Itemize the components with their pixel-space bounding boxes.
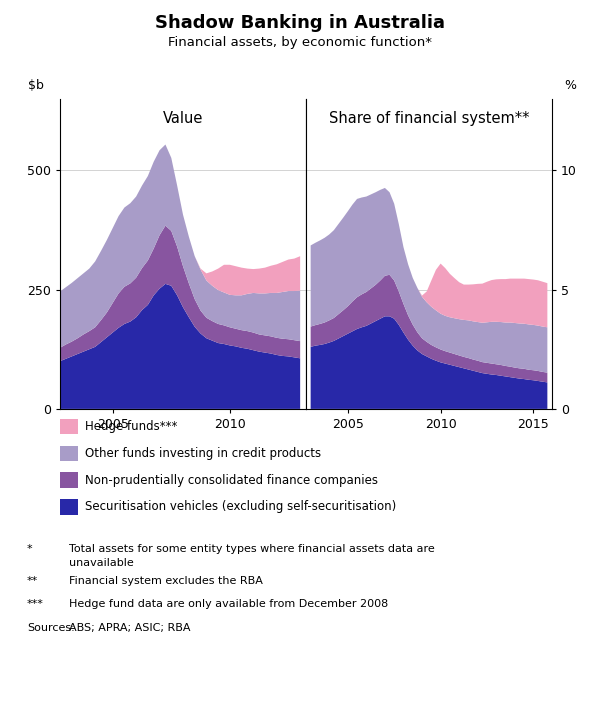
Text: $b: $b [28, 80, 44, 92]
Text: *: * [27, 544, 32, 554]
Text: %: % [565, 80, 577, 92]
Text: Total assets for some entity types where financial assets data are: Total assets for some entity types where… [69, 544, 435, 554]
Text: ABS; APRA; ASIC; RBA: ABS; APRA; ASIC; RBA [69, 623, 191, 632]
Text: Hedge fund data are only available from December 2008: Hedge fund data are only available from … [69, 599, 388, 609]
Text: Non-prudentially consolidated finance companies: Non-prudentially consolidated finance co… [85, 474, 378, 486]
Text: Financial system excludes the RBA: Financial system excludes the RBA [69, 576, 263, 586]
Text: Shadow Banking in Australia: Shadow Banking in Australia [155, 13, 445, 32]
Text: Other funds investing in credit products: Other funds investing in credit products [85, 447, 322, 460]
Text: ***: *** [27, 599, 44, 609]
Text: Financial assets, by economic function*: Financial assets, by economic function* [168, 37, 432, 49]
Text: Securitisation vehicles (excluding self-securitisation): Securitisation vehicles (excluding self-… [85, 501, 397, 513]
Text: Value: Value [163, 111, 203, 126]
Text: Hedge funds***: Hedge funds*** [85, 420, 178, 433]
Text: unavailable: unavailable [69, 558, 134, 568]
Text: Share of financial system**: Share of financial system** [329, 111, 529, 126]
Text: Sources:: Sources: [27, 623, 75, 632]
Text: **: ** [27, 576, 38, 586]
